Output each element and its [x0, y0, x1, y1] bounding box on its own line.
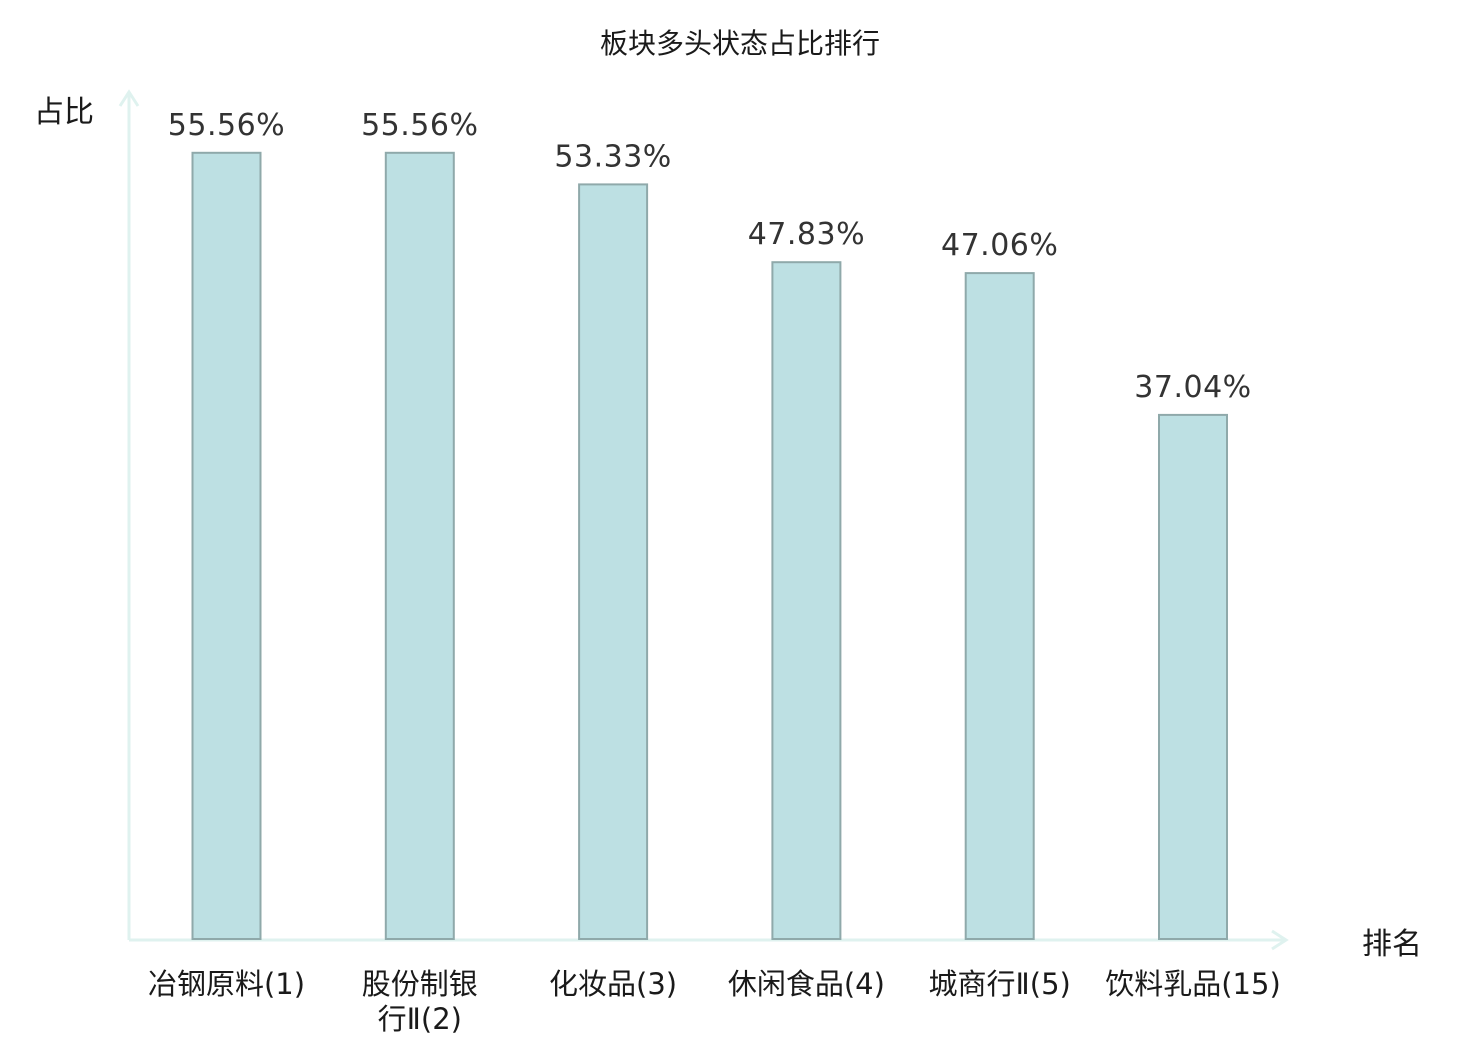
- bar-1: [191, 151, 262, 941]
- bar-value-label-1: 55.56%: [168, 108, 285, 143]
- value-labels-group: 55.56% 55.56% 53.33% 47.83% 47.06% 37.04%: [168, 108, 1251, 405]
- y-axis-arrow-icon: [118, 89, 140, 107]
- bar-value-label-5: 47.06%: [941, 228, 1058, 263]
- x-axis-label: 排名: [1362, 927, 1422, 962]
- bar-6: [1158, 413, 1228, 940]
- bar-value-label-2: 55.56%: [361, 108, 478, 143]
- y-axis-label: 占比: [34, 95, 94, 130]
- category-label-6: 饮料乳品(15): [1105, 967, 1281, 1001]
- category-label-2-line-1: 股份制银: [362, 967, 478, 1001]
- category-label-2-line-2: 行Ⅱ(2): [378, 1002, 462, 1036]
- bars-group: [191, 151, 1228, 941]
- chart-title: 板块多头状态占比排行: [600, 27, 880, 60]
- axes: [118, 89, 1289, 951]
- category-label-3: 化妆品(3): [549, 967, 677, 1001]
- bar-2: [384, 151, 455, 941]
- x-axis-arrow-icon: [1271, 929, 1289, 951]
- category-label-1: 冶钢原料(1): [148, 967, 305, 1001]
- bar-4: [771, 261, 842, 940]
- bar-3: [578, 183, 649, 940]
- bar-value-label-4: 47.83%: [748, 217, 865, 252]
- category-label-4: 休闲食品(4): [728, 967, 885, 1001]
- bar-5: [964, 272, 1035, 941]
- bar-value-label-6: 37.04%: [1134, 370, 1251, 405]
- category-label-5: 城商行Ⅱ(5): [929, 967, 1071, 1001]
- bar-value-label-3: 53.33%: [554, 139, 671, 174]
